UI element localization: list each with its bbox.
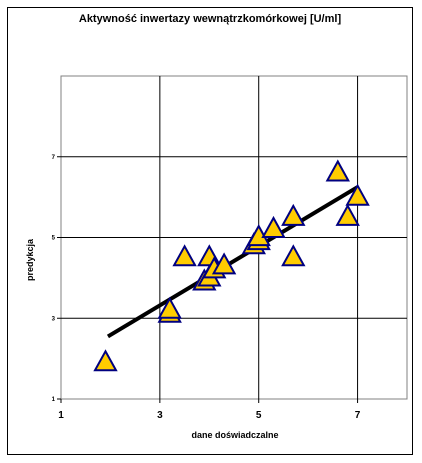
chart-title: Aktywność inwertazy wewnątrzkomórkowej [… xyxy=(78,13,342,25)
data-point-triangle xyxy=(93,349,118,372)
data-point-triangle xyxy=(325,159,350,182)
data-point-triangle xyxy=(335,203,360,226)
y-tick-label: 3 xyxy=(52,316,56,322)
x-tick-label: 7 xyxy=(355,410,361,421)
data-point-triangle xyxy=(345,183,370,206)
trendline xyxy=(106,185,359,339)
trendline-layer xyxy=(106,185,359,339)
x-tick-label: 5 xyxy=(256,410,262,421)
data-point-triangle xyxy=(281,203,306,226)
data-point-triangle xyxy=(261,215,286,238)
grid-lines xyxy=(57,76,407,403)
y-tick-label: 7 xyxy=(52,155,56,161)
data-points xyxy=(93,159,370,372)
x-tick-label: 1 xyxy=(58,410,64,421)
x-axis-label: dane doświadczalne xyxy=(191,430,279,440)
data-point-triangle xyxy=(281,244,306,267)
y-tick-label: 5 xyxy=(52,236,56,242)
data-point-triangle xyxy=(211,252,237,275)
y-tick-label: 1 xyxy=(52,397,56,403)
data-point-triangle xyxy=(157,296,182,319)
x-tick-label: 3 xyxy=(157,410,163,421)
tick-labels: 1 3 5 7 1 3 5 7 xyxy=(52,155,361,421)
data-point-triangle xyxy=(172,244,197,267)
